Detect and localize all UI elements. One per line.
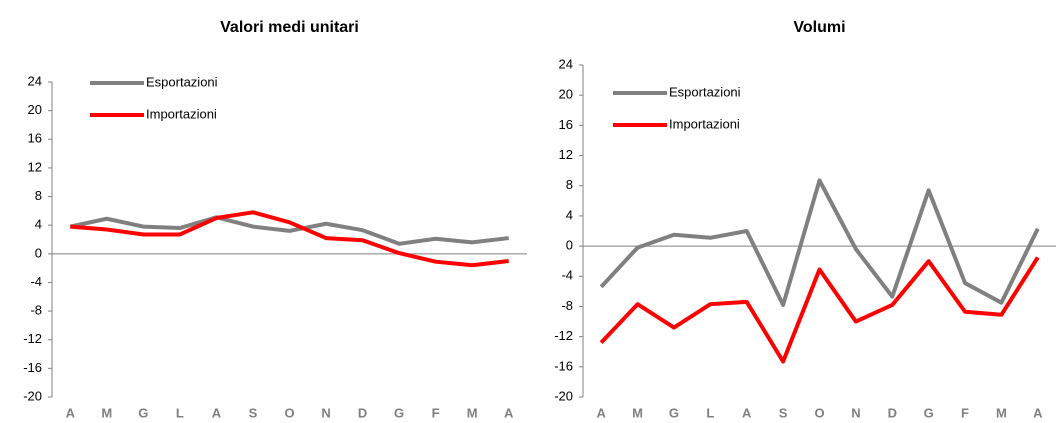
x-tick-label: G: [924, 405, 934, 420]
y-tick-label: 16: [28, 131, 42, 146]
x-tick-label: F: [961, 405, 969, 420]
y-tick-label: -8: [30, 303, 42, 318]
y-tick-label: 4: [35, 217, 42, 232]
legend-label: Importazioni: [146, 106, 217, 121]
x-tick-label: G: [394, 405, 404, 420]
x-tick-label: O: [814, 405, 824, 420]
y-tick-label: -12: [23, 331, 42, 346]
y-tick-label: 0: [566, 238, 573, 253]
x-tick-label: N: [321, 405, 330, 420]
chart-title: Volumi: [793, 19, 845, 36]
y-tick-label: -12: [554, 328, 573, 343]
y-tick-label: 12: [28, 159, 42, 174]
y-tick-label: 8: [35, 188, 42, 203]
chart-title: Valori medi unitari: [220, 19, 359, 36]
y-tick-label: -20: [23, 388, 42, 403]
x-tick-label: S: [779, 405, 788, 420]
x-tick-label: N: [851, 405, 860, 420]
x-tick-label: L: [706, 405, 714, 420]
x-tick-label: A: [742, 405, 752, 420]
y-tick-label: -4: [561, 268, 573, 283]
y-tick-label: 0: [35, 245, 42, 260]
series-line: [70, 210, 509, 268]
y-tick-label: -16: [23, 360, 42, 375]
y-tick-label: 16: [559, 117, 573, 132]
y-tick-label: 12: [559, 147, 573, 162]
y-tick-label: -16: [554, 358, 573, 373]
y-tick-label: -8: [561, 298, 573, 313]
series-line: [599, 256, 1040, 364]
x-tick-label: D: [358, 405, 367, 420]
series-line: [69, 215, 509, 246]
y-tick-label: 4: [566, 207, 573, 222]
x-tick-label: M: [467, 405, 478, 420]
legend-label: Esportazioni: [146, 74, 218, 89]
y-tick-label: 24: [559, 56, 573, 71]
y-tick-label: 24: [28, 73, 42, 88]
x-tick-label: M: [996, 405, 1007, 420]
x-tick-label: A: [66, 405, 76, 420]
x-tick-label: A: [504, 405, 514, 420]
x-tick-label: F: [432, 405, 440, 420]
x-tick-label: L: [176, 405, 184, 420]
y-tick-label: 8: [566, 177, 573, 192]
y-tick-label: 20: [559, 87, 573, 102]
x-tick-label: O: [284, 405, 294, 420]
y-tick-label: -20: [554, 388, 573, 403]
x-tick-label: A: [212, 405, 222, 420]
x-tick-label: D: [888, 405, 897, 420]
x-tick-label: M: [101, 405, 112, 420]
y-tick-label: 20: [28, 102, 42, 117]
legend-label: Importazioni: [669, 116, 740, 131]
x-tick-label: A: [1033, 405, 1043, 420]
series-line: [599, 178, 1040, 307]
x-tick-label: A: [596, 405, 606, 420]
legend-label: Esportazioni: [669, 84, 741, 99]
x-tick-label: S: [249, 405, 258, 420]
x-tick-label: M: [632, 405, 643, 420]
x-tick-label: G: [669, 405, 679, 420]
y-tick-label: -4: [30, 274, 42, 289]
x-tick-label: G: [138, 405, 148, 420]
